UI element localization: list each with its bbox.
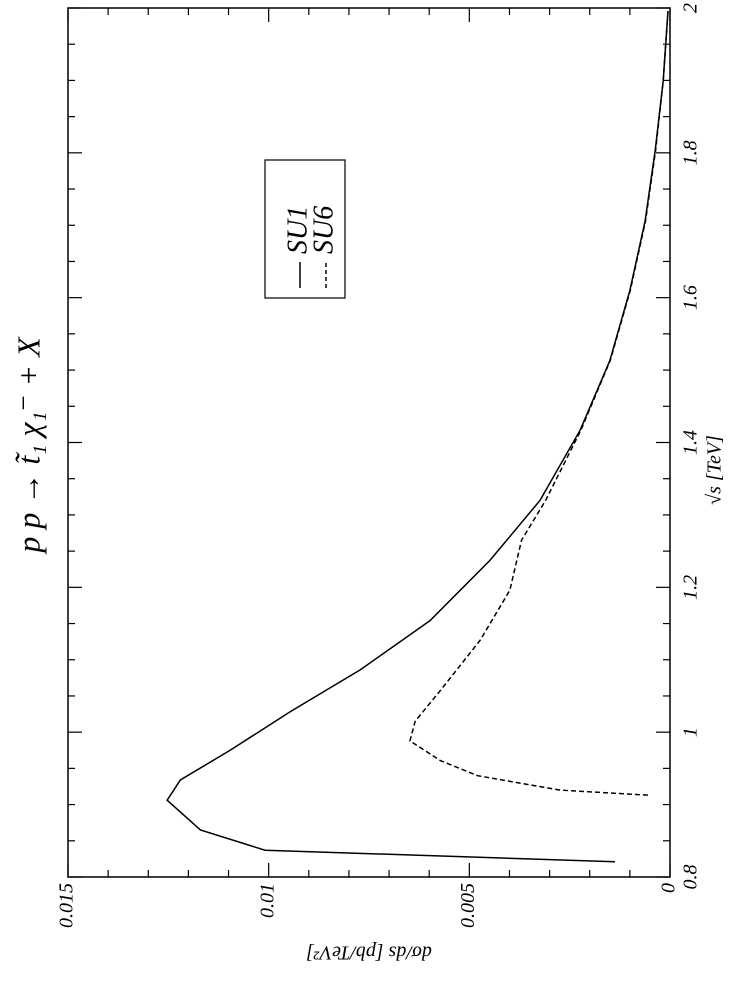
x-tick-label: 1.2 bbox=[680, 575, 702, 600]
series-line bbox=[409, 10, 669, 796]
y-tick-label: 0.01 bbox=[256, 883, 278, 918]
y-tick-label: 0 bbox=[658, 883, 680, 893]
plot-frame bbox=[67, 7, 671, 878]
x-tick-label: 2 bbox=[680, 3, 702, 13]
y-axis-label: dσ/ds [pb/TeV²] bbox=[306, 941, 432, 963]
x-axis-label: √s [TeV] bbox=[704, 435, 726, 505]
chart-title: p p → t̃₁ χ₁⁻ + X bbox=[10, 336, 46, 555]
legend-label: SU1 bbox=[282, 206, 313, 254]
x-tick-label: 1.6 bbox=[680, 285, 702, 310]
rotated-chart: p p → t̃₁ χ₁⁻ + X √s [TeV] dσ/ds [pb/TeV… bbox=[10, 3, 725, 963]
y-tick-label: 0.015 bbox=[56, 883, 78, 928]
legend-label: SU6 bbox=[308, 206, 339, 254]
x-tick-label: 0.8 bbox=[680, 865, 702, 890]
series-line bbox=[166, 10, 669, 863]
y-tick-label: 0.005 bbox=[457, 883, 479, 928]
x-tick-label: 1 bbox=[680, 727, 702, 737]
x-tick-label: 1.4 bbox=[680, 430, 702, 455]
x-tick-label: 1.8 bbox=[680, 140, 702, 165]
legend-box bbox=[264, 159, 346, 299]
